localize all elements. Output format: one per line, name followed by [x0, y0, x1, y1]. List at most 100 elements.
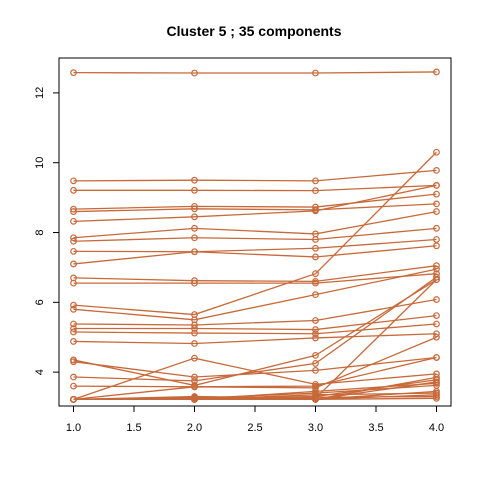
data-point: [70, 338, 77, 345]
data-point: [191, 205, 198, 213]
data-point: [433, 242, 440, 250]
series-3: [70, 182, 440, 195]
data-point: [433, 262, 440, 270]
series-line: [73, 151, 437, 316]
data-point: [312, 351, 319, 359]
data-point: [433, 265, 440, 273]
series-25: [70, 276, 440, 403]
data-point: [433, 330, 440, 338]
data-point: [70, 217, 77, 225]
series-7: [70, 208, 440, 242]
series-line: [73, 279, 437, 387]
data-point: [433, 382, 440, 389]
x-tick-label: 1.5: [126, 422, 141, 434]
x-tick-label: 3.0: [308, 422, 323, 434]
data-point: [433, 68, 440, 76]
series-layer: [70, 68, 440, 403]
data-point: [312, 279, 319, 287]
data-point: [433, 166, 440, 174]
data-point: [433, 182, 440, 189]
data-point: [433, 379, 440, 387]
x-tick-label: 1.0: [66, 422, 81, 434]
series-15: [70, 296, 440, 329]
data-point: [433, 190, 440, 198]
data-point: [433, 394, 440, 402]
series-18: [70, 330, 440, 347]
data-point: [191, 248, 198, 256]
data-point: [70, 301, 77, 309]
data-point: [191, 321, 198, 329]
data-point: [70, 320, 77, 328]
series-4: [70, 190, 440, 213]
series-line: [73, 298, 437, 326]
y-tick-label: 12: [34, 87, 46, 99]
data-point: [70, 237, 77, 245]
data-point: [191, 186, 198, 194]
data-point: [433, 148, 440, 156]
data-point: [70, 177, 77, 185]
data-point: [70, 395, 77, 403]
data-point: [433, 208, 440, 215]
data-point: [312, 330, 319, 338]
data-point: [191, 383, 198, 391]
data-point: [433, 200, 440, 208]
data-point: [312, 395, 319, 403]
data-point: [312, 177, 319, 185]
series-35: [70, 394, 440, 403]
x-axis: 1.0 1.5 2.0 2.5 3.0 3.5 4.0: [66, 405, 444, 434]
series-17: [70, 320, 440, 338]
series-2: [70, 166, 440, 185]
series-line: [73, 273, 437, 284]
data-point: [191, 354, 198, 362]
series-16: [70, 312, 440, 333]
series-12: [70, 270, 440, 287]
data-point: [191, 340, 198, 347]
data-point: [433, 354, 440, 361]
data-point: [70, 382, 77, 390]
chart-title: Cluster 5 ; 35 components: [166, 23, 341, 39]
data-point: [70, 328, 77, 336]
series-line: [73, 357, 437, 400]
data-point: [433, 236, 440, 243]
series-line: [73, 336, 437, 401]
data-point: [312, 270, 319, 278]
data-point: [312, 291, 319, 299]
data-point: [433, 333, 440, 341]
series-1: [70, 68, 440, 77]
series-20: [70, 354, 440, 381]
data-point: [191, 224, 198, 232]
series-line: [73, 356, 437, 388]
data-point: [312, 187, 319, 195]
data-point: [433, 276, 440, 284]
x-tick-label: 2.5: [247, 422, 262, 434]
series-line: [73, 184, 437, 192]
data-point: [70, 205, 77, 213]
series-10: [70, 242, 440, 268]
x-tick-label: 3.5: [368, 422, 383, 434]
data-point: [191, 325, 198, 332]
data-point: [312, 334, 319, 342]
data-point: [312, 317, 319, 324]
data-point: [312, 366, 319, 374]
data-point: [191, 176, 198, 184]
series-line: [73, 265, 437, 283]
y-tick-label: 10: [34, 157, 46, 169]
data-point: [70, 325, 77, 332]
x-tick-label: 4.0: [429, 422, 444, 434]
data-point: [312, 326, 319, 333]
series-line: [73, 238, 437, 253]
series-line: [73, 193, 437, 210]
data-point: [70, 279, 77, 287]
series-line: [73, 323, 437, 335]
data-point: [312, 393, 319, 401]
data-point: [191, 279, 198, 287]
data-point: [312, 69, 319, 77]
data-point: [433, 320, 440, 328]
data-point: [312, 236, 319, 243]
y-tick-label: 4: [34, 369, 46, 375]
data-point: [433, 224, 440, 232]
series-line: [73, 227, 437, 242]
data-point: [70, 247, 77, 255]
data-point: [433, 312, 440, 319]
